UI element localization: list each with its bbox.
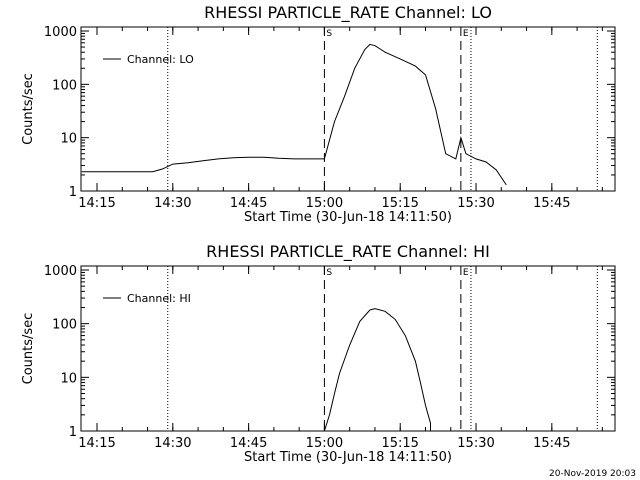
chart-title: RHESSI PARTICLE_RATE Channel: LO (204, 3, 492, 23)
y-axis-label: Counts/sec (21, 73, 36, 145)
x-tick-label: 15:15 (381, 436, 418, 451)
x-tick-label: 14:30 (154, 436, 191, 451)
y-axis-label: Counts/sec (21, 313, 36, 385)
x-tick-label: 14:30 (154, 196, 191, 211)
x-tick-label: 14:15 (78, 196, 115, 211)
x-tick-label: 15:00 (306, 196, 343, 211)
y-tick-label: 10 (60, 371, 77, 386)
marker-label-e: E (463, 268, 469, 278)
x-tick-label: 15:45 (533, 196, 570, 211)
x-tick-label: 15:15 (381, 196, 418, 211)
x-tick-label: 15:30 (457, 436, 494, 451)
marker-label-e: E (463, 29, 469, 39)
x-axis-label: Start Time (30-Jun-18 14:11:50) (244, 210, 452, 225)
chart-title: RHESSI PARTICLE_RATE Channel: HI (206, 242, 490, 262)
panel-lo: RHESSI PARTICLE_RATE Channel: LO 1 10 100 10… (21, 3, 616, 225)
y-tick-label: 100 (52, 78, 77, 93)
x-axis-label: Start Time (30-Jun-18 14:11:50) (244, 450, 452, 465)
plot-frame (80, 26, 616, 192)
legend-label: Channel: HI (127, 292, 191, 305)
marker-label-s: S (326, 268, 332, 278)
y-tick-label: 1 (69, 425, 77, 440)
x-tick-label: 14:45 (230, 436, 267, 451)
x-tick-label: 15:45 (533, 436, 570, 451)
x-tick-label: 14:15 (78, 436, 115, 451)
y-tick-label: 1000 (44, 264, 77, 279)
series-line (323, 308, 431, 431)
x-tick-label: 15:30 (457, 196, 494, 211)
plot-frame (80, 265, 616, 432)
legend-label: Channel: LO (127, 53, 194, 66)
x-tick-label: 14:45 (230, 196, 267, 211)
panel-hi: RHESSI PARTICLE_RATE Channel: HI 1 10 100 10… (21, 242, 616, 465)
y-tick-label: 1 (69, 185, 77, 200)
y-tick-label: 10 (60, 132, 77, 147)
y-tick-label: 1000 (44, 25, 77, 40)
marker-label-s: S (326, 29, 332, 39)
series-line (81, 43, 507, 186)
x-tick-label: 15:00 (306, 436, 343, 451)
footer-date: 20-Nov-2019 20:03 (549, 469, 636, 479)
y-tick-label: 100 (52, 318, 77, 333)
